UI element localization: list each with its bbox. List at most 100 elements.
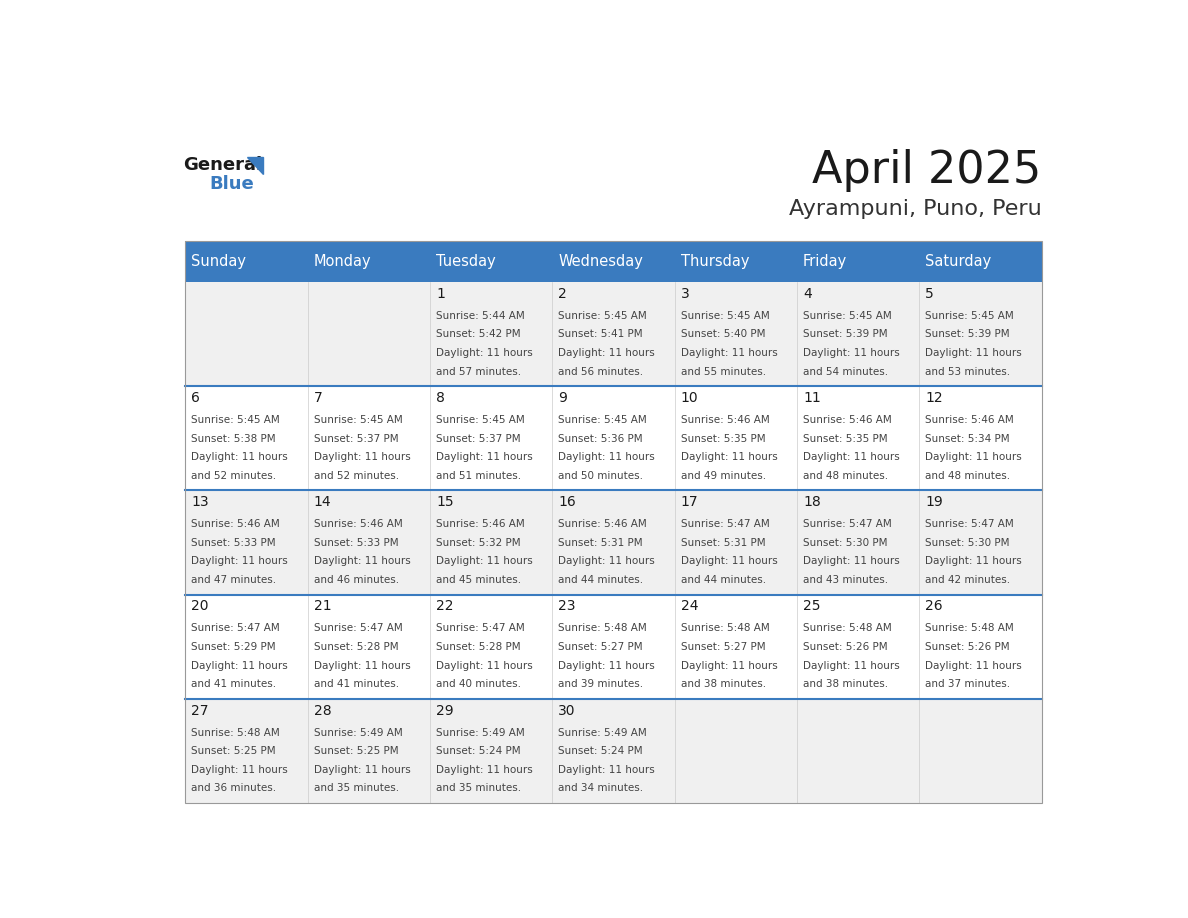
Text: 25: 25 [803, 599, 821, 613]
Bar [920, 282, 1042, 386]
Text: Sunset: 5:26 PM: Sunset: 5:26 PM [925, 642, 1010, 652]
Text: Daylight: 11 hours: Daylight: 11 hours [191, 556, 289, 566]
Text: Sunrise: 5:46 AM: Sunrise: 5:46 AM [558, 520, 647, 530]
Text: 7: 7 [314, 391, 322, 405]
Text: Thursday: Thursday [681, 254, 750, 269]
Text: 2: 2 [558, 286, 567, 301]
Bar [675, 282, 797, 386]
Text: Daylight: 11 hours: Daylight: 11 hours [436, 661, 533, 670]
Text: and 35 minutes.: and 35 minutes. [314, 783, 399, 793]
Text: Sunrise: 5:46 AM: Sunrise: 5:46 AM [681, 415, 770, 425]
Text: 16: 16 [558, 495, 576, 509]
Bar [797, 595, 920, 699]
Text: Daylight: 11 hours: Daylight: 11 hours [558, 348, 655, 358]
Text: Sunset: 5:35 PM: Sunset: 5:35 PM [681, 433, 765, 443]
Bar [552, 241, 675, 282]
Text: Blue: Blue [209, 174, 254, 193]
Bar [920, 241, 1042, 282]
Text: Friday: Friday [803, 254, 847, 269]
Bar [308, 595, 430, 699]
Text: and 37 minutes.: and 37 minutes. [925, 679, 1011, 689]
Bar [797, 282, 920, 386]
Text: April 2025: April 2025 [813, 149, 1042, 192]
Text: 27: 27 [191, 703, 209, 718]
Text: Daylight: 11 hours: Daylight: 11 hours [925, 348, 1022, 358]
Text: and 48 minutes.: and 48 minutes. [803, 471, 889, 481]
Text: Ayrampuni, Puno, Peru: Ayrampuni, Puno, Peru [789, 199, 1042, 219]
Text: Sunrise: 5:45 AM: Sunrise: 5:45 AM [558, 311, 647, 321]
Text: Sunrise: 5:47 AM: Sunrise: 5:47 AM [803, 520, 892, 530]
Text: 9: 9 [558, 391, 568, 405]
Text: Sunrise: 5:48 AM: Sunrise: 5:48 AM [558, 623, 647, 633]
Text: and 43 minutes.: and 43 minutes. [803, 575, 889, 585]
Text: Daylight: 11 hours: Daylight: 11 hours [436, 453, 533, 462]
Text: Sunset: 5:39 PM: Sunset: 5:39 PM [803, 330, 887, 340]
Text: and 38 minutes.: and 38 minutes. [803, 679, 889, 689]
Text: and 41 minutes.: and 41 minutes. [314, 679, 399, 689]
Text: 15: 15 [436, 495, 454, 509]
Text: Sunset: 5:32 PM: Sunset: 5:32 PM [436, 538, 520, 548]
Text: Sunday: Sunday [191, 254, 246, 269]
Text: Daylight: 11 hours: Daylight: 11 hours [803, 348, 899, 358]
Text: Sunrise: 5:47 AM: Sunrise: 5:47 AM [681, 520, 770, 530]
Text: 11: 11 [803, 391, 821, 405]
Bar [308, 699, 430, 803]
Text: 6: 6 [191, 391, 201, 405]
Text: 10: 10 [681, 391, 699, 405]
Text: Daylight: 11 hours: Daylight: 11 hours [191, 661, 289, 670]
Bar [675, 699, 797, 803]
Text: Sunrise: 5:45 AM: Sunrise: 5:45 AM [925, 311, 1015, 321]
Text: Sunset: 5:39 PM: Sunset: 5:39 PM [925, 330, 1010, 340]
Text: Daylight: 11 hours: Daylight: 11 hours [681, 348, 777, 358]
Text: and 34 minutes.: and 34 minutes. [558, 783, 644, 793]
Text: 17: 17 [681, 495, 699, 509]
Text: and 42 minutes.: and 42 minutes. [925, 575, 1011, 585]
Text: and 56 minutes.: and 56 minutes. [558, 366, 644, 376]
Bar [675, 490, 797, 595]
Bar [797, 699, 920, 803]
Text: Tuesday: Tuesday [436, 254, 495, 269]
Text: and 57 minutes.: and 57 minutes. [436, 366, 522, 376]
Text: Sunset: 5:26 PM: Sunset: 5:26 PM [803, 642, 887, 652]
Text: Sunset: 5:33 PM: Sunset: 5:33 PM [314, 538, 398, 548]
Text: 22: 22 [436, 599, 454, 613]
Text: Sunrise: 5:48 AM: Sunrise: 5:48 AM [191, 728, 280, 738]
Text: Sunrise: 5:47 AM: Sunrise: 5:47 AM [925, 520, 1015, 530]
Text: and 39 minutes.: and 39 minutes. [558, 679, 644, 689]
Text: Daylight: 11 hours: Daylight: 11 hours [314, 661, 411, 670]
Bar [675, 241, 797, 282]
Bar [797, 386, 920, 490]
Text: Sunrise: 5:48 AM: Sunrise: 5:48 AM [925, 623, 1015, 633]
Text: and 49 minutes.: and 49 minutes. [681, 471, 766, 481]
Bar [308, 490, 430, 595]
Text: 18: 18 [803, 495, 821, 509]
Bar [920, 386, 1042, 490]
Text: Daylight: 11 hours: Daylight: 11 hours [681, 453, 777, 462]
Bar [920, 595, 1042, 699]
Text: Daylight: 11 hours: Daylight: 11 hours [314, 453, 411, 462]
Text: Sunset: 5:29 PM: Sunset: 5:29 PM [191, 642, 276, 652]
Text: and 40 minutes.: and 40 minutes. [436, 679, 522, 689]
Text: Daylight: 11 hours: Daylight: 11 hours [925, 556, 1022, 566]
Text: 8: 8 [436, 391, 446, 405]
Bar [920, 699, 1042, 803]
Text: General: General [183, 156, 263, 174]
Text: and 50 minutes.: and 50 minutes. [558, 471, 644, 481]
Bar [430, 241, 552, 282]
Text: Daylight: 11 hours: Daylight: 11 hours [558, 765, 655, 775]
Text: and 55 minutes.: and 55 minutes. [681, 366, 766, 376]
Bar [185, 490, 308, 595]
Text: and 45 minutes.: and 45 minutes. [436, 575, 522, 585]
Text: Sunset: 5:28 PM: Sunset: 5:28 PM [314, 642, 398, 652]
Text: Daylight: 11 hours: Daylight: 11 hours [314, 765, 411, 775]
Text: and 52 minutes.: and 52 minutes. [191, 471, 277, 481]
Bar [185, 699, 308, 803]
Text: Sunset: 5:42 PM: Sunset: 5:42 PM [436, 330, 520, 340]
Bar [797, 490, 920, 595]
Text: and 54 minutes.: and 54 minutes. [803, 366, 889, 376]
Text: Daylight: 11 hours: Daylight: 11 hours [436, 556, 533, 566]
Bar [552, 282, 675, 386]
Text: and 35 minutes.: and 35 minutes. [436, 783, 522, 793]
Text: and 48 minutes.: and 48 minutes. [925, 471, 1011, 481]
Text: Daylight: 11 hours: Daylight: 11 hours [558, 556, 655, 566]
